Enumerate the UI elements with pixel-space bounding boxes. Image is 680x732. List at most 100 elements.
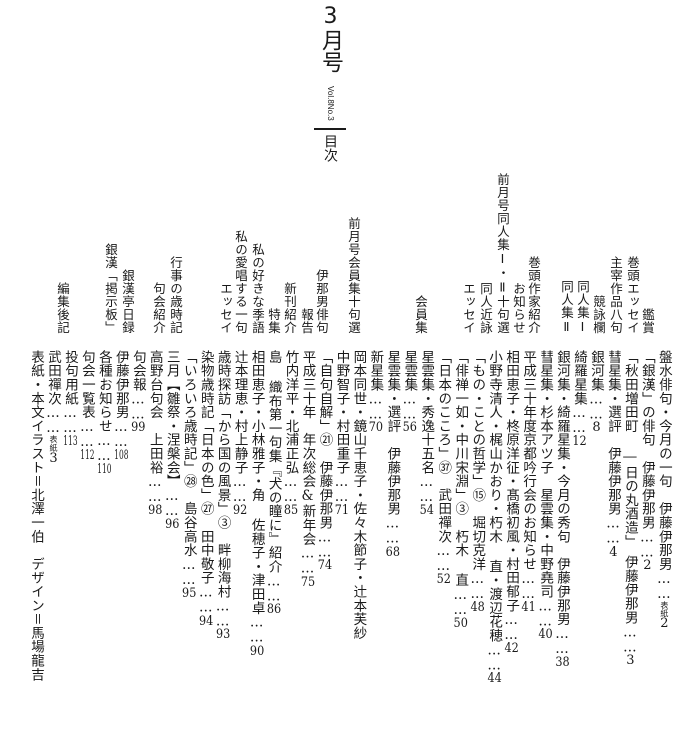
entry-title: 辻本理恵・村上静子 <box>231 350 248 475</box>
entry-title: 武田禪次 <box>44 350 61 406</box>
page-number: 92 <box>232 504 248 518</box>
leader-dots: …… <box>604 515 621 546</box>
page-number: 110 <box>97 462 112 476</box>
section-heading: 同人集Ⅱ <box>559 279 574 335</box>
leader-dots: …… <box>146 474 163 505</box>
leader-dots: …… <box>95 432 112 463</box>
section-heading: 主宰作品八句 <box>608 256 623 334</box>
toc-entry[interactable]: 「銀漢」の俳句 伊藤伊那男……2 <box>639 350 655 720</box>
page-number: 113 <box>63 435 78 449</box>
toc-entry[interactable]: 相田恵子・柊原洋征・髙橋初風・村田郁子……42 <box>503 350 519 720</box>
leader-dots: …… <box>112 419 129 449</box>
toc-entry[interactable]: 投句用紙……113 <box>62 350 78 720</box>
leader-dots: …… <box>587 391 604 422</box>
toc-entry[interactable]: 各種お知らせ……110 <box>96 350 112 720</box>
page-number: 96 <box>165 518 180 531</box>
leader-dots: …… <box>163 488 180 518</box>
toc-entry[interactable]: 辻本理恵・村上静子……92 <box>232 350 248 720</box>
page-number: 56 <box>402 421 417 435</box>
toc-entry[interactable]: 武田禪次……表紙3 <box>45 350 61 720</box>
entry-title: 銀河集 <box>587 350 604 392</box>
contents-label: 目次 <box>322 134 338 162</box>
toc-entry[interactable]: 句会報……99 <box>130 350 146 720</box>
toc-entry[interactable]: 歳時探訪「から国の風景」③ 畔柳海村……93 <box>215 350 231 720</box>
leader-dots: …… <box>655 570 672 601</box>
toc-entry[interactable]: 星雲集・秀逸十五名……54 <box>418 350 434 720</box>
entry-title: 平成三十年 年次総会&新年会 <box>299 350 316 546</box>
leader-dots: …… <box>282 474 299 505</box>
leader-dots: …… <box>248 614 265 645</box>
section-heading: お知らせ <box>511 282 526 334</box>
toc-entry[interactable]: 星雲集・選評 伊藤伊那男……68 <box>384 350 400 720</box>
leader-dots: …… <box>214 598 231 629</box>
toc-entry[interactable]: 竹内洋平・北浦正弘……85 <box>283 350 299 720</box>
page-number: 50 <box>453 617 468 631</box>
toc-entry[interactable]: 小野寺清人・梶山かおり・朽木 直・渡辺花穂……44 <box>486 350 502 720</box>
entry-title: 投句用紙 <box>61 350 78 406</box>
entry-title: 歳時探訪「から国の風景」③ 畔柳海村 <box>214 350 231 599</box>
entry-title: 岡本同世・鏡山千恵子・佐々木節子・辻本芙紗 <box>350 350 367 640</box>
section-heading: 編集後記 <box>55 282 70 334</box>
toc-entry[interactable]: 「俳禅一如・中川宋淵」③ 朽木 直……50 <box>452 350 468 720</box>
toc-entry[interactable]: 銀河集・綺羅星集・今月の秀句 伊藤伊那男……38 <box>554 350 570 720</box>
toc-entry[interactable]: 相田恵子・小林雅子・角 佐穂子・津田卓……90 <box>249 350 265 720</box>
page-number: 68 <box>385 545 400 559</box>
leader-dots: …… <box>231 474 248 505</box>
leader-dots: …… <box>503 612 520 643</box>
toc-entry[interactable]: 三月【雛祭・涅槃会】……96 <box>164 350 180 720</box>
issue-title: 3月号 <box>318 4 343 73</box>
toc-entry[interactable]: 島 織布第一句集『犬の瞳に』紹介……86 <box>266 350 282 720</box>
toc-entry[interactable]: 彗星集・選評 伊藤伊那男……4 <box>605 350 621 720</box>
section-heading: 会員集 <box>413 295 428 334</box>
toc-entry[interactable]: 表紙・本文イラスト＝北澤一伯 デザイン＝馬場龍吉 <box>28 350 44 720</box>
toc-entry[interactable]: 句会一覧表……112 <box>79 350 95 720</box>
toc-entry[interactable]: 「いろいろ歳時記」㉘ 島谷高水……95 <box>181 350 197 720</box>
entry-title: 「日本のこころ」㊲ 武田禪次 <box>435 350 452 544</box>
entry-title: 相田恵子・小林雅子・角 佐穂子・津田卓 <box>248 350 265 615</box>
toc-entry[interactable]: 「自句自解」㉑ 伊藤伊那男……74 <box>316 350 332 720</box>
toc-entry[interactable]: 盤水俳句・今月の一句 伊藤伊那男……表紙2 <box>656 350 672 720</box>
toc-entry[interactable]: 岡本同世・鏡山千恵子・佐々木節子・辻本芙紗 <box>350 350 366 720</box>
toc-entry[interactable]: 染物歳時記「日本の色」㉗ 田中敬子……94 <box>198 350 214 720</box>
toc-entry[interactable]: 中野智子・村田重子……71 <box>333 350 349 720</box>
entry-title: 彗星集・杉本アツ子 星雲集・中野堯司 <box>537 350 554 599</box>
cover-label: 表紙 <box>48 435 58 452</box>
page-number: 2 <box>660 617 669 631</box>
toc-entry[interactable]: 彗星集・杉本アツ子 星雲集・中野堯司……40 <box>537 350 553 720</box>
section-heading: 同人近詠 <box>478 282 493 334</box>
leader-dots: …… <box>265 573 282 604</box>
section-heading: 新刊紹介 <box>282 282 297 334</box>
page-number: 90 <box>249 644 265 658</box>
toc-entry[interactable]: 星雲集……56 <box>401 350 417 720</box>
toc-entry[interactable]: 平成三十年度京都吟行会のお知らせ……41 <box>520 350 536 720</box>
toc-entry[interactable]: 新星集……70 <box>367 350 383 720</box>
toc-entry[interactable]: 「もの・ことの哲学」⑮ 堀切克洋……48 <box>469 350 485 720</box>
contents-entries: 盤水俳句・今月の一句 伊藤伊那男……表紙2 「銀漢」の俳句 伊藤伊那男……2 「秋田… <box>28 350 672 720</box>
toc-entry[interactable]: 高野台句会 上田裕……98 <box>147 350 163 720</box>
page-number: 94 <box>199 614 214 628</box>
leader-dots: …… <box>554 626 571 656</box>
page-number: 71 <box>334 504 350 518</box>
section-heading: 前月号同人集Ⅰ・Ⅱ十句選 <box>495 173 510 334</box>
entry-title: 小野寺清人・梶山かおり・朽木 直・渡辺花穂 <box>486 350 503 643</box>
entry-title: 「もの・ことの哲学」⑮ 堀切克洋 <box>469 350 486 571</box>
section-heading: 巻頭作家紹介 <box>526 256 541 334</box>
entry-title: 中野智子・村田重子 <box>333 350 350 475</box>
entry-title: 綺羅星集 <box>571 350 587 406</box>
page-number: 93 <box>216 628 231 642</box>
section-heading: 鑑賞 <box>640 308 655 334</box>
leader-dots: …… <box>333 474 350 505</box>
toc-entry[interactable]: 平成三十年 年次総会&新年会……75 <box>300 350 316 720</box>
section-heading: 行事の歳時記 <box>168 256 183 334</box>
entry-title: 高野台句会 上田裕 <box>146 350 163 475</box>
page-number: 41 <box>521 600 536 614</box>
entry-title: 星雲集・選評 伊藤伊那男 <box>384 350 401 516</box>
toc-entry[interactable]: 「秋田増田町 ―日の丸酒造」 伊藤伊那男……3 <box>622 350 638 720</box>
leader-dots: …… <box>537 598 554 629</box>
toc-entry[interactable]: 銀河集……8 <box>588 350 604 720</box>
toc-entry[interactable]: 綺羅星集……12 <box>571 350 587 720</box>
toc-entry[interactable]: 伊藤伊那男……108 <box>113 350 129 720</box>
page-number: 3 <box>49 451 58 465</box>
toc-entry[interactable]: 「日本のこころ」㊲ 武田禪次……52 <box>435 350 451 720</box>
leader-dots: …… <box>299 545 316 576</box>
